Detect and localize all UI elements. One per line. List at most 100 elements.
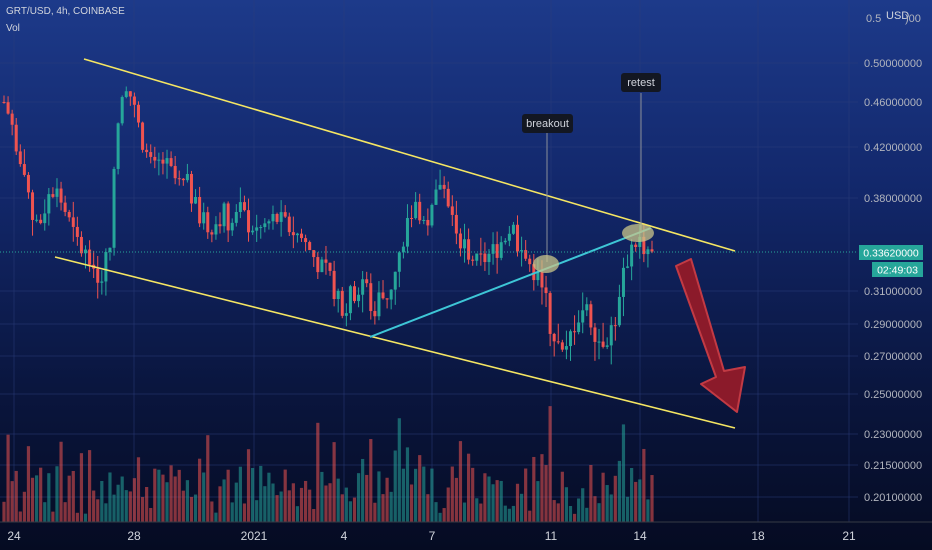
volume-bar <box>564 487 569 522</box>
candle-body <box>491 244 495 254</box>
time-tick-label: 28 <box>127 529 141 543</box>
volume-bar <box>238 466 242 522</box>
price-axis[interactable]: 0.50000000 0.46000000 0.42000000 0.38000000… <box>864 58 922 504</box>
candle-body <box>100 281 104 283</box>
candle-body <box>577 322 581 333</box>
volume-bar <box>385 477 389 522</box>
volume-bar <box>589 464 593 522</box>
volume-bar <box>153 468 157 522</box>
volume-bar <box>242 503 247 522</box>
volume-bar <box>10 481 14 522</box>
candle-body <box>348 286 352 314</box>
volume-bar <box>340 494 344 522</box>
volume-bar <box>75 512 79 522</box>
candle-body <box>540 272 544 288</box>
volume-bar <box>67 475 71 522</box>
candle-body <box>218 224 222 227</box>
candle-body <box>621 267 625 297</box>
candle-body <box>153 156 157 161</box>
candle-body <box>47 194 51 214</box>
price-tick-label: 0.29000000 <box>864 319 922 331</box>
candle-body <box>528 258 532 265</box>
candle-body <box>2 102 6 103</box>
volume-bar <box>438 512 442 522</box>
volume-bar <box>308 489 312 522</box>
candle-body <box>332 270 336 299</box>
bearish-arrow[interactable] <box>675 258 746 413</box>
candle-body <box>369 283 373 312</box>
volume-bar <box>124 490 128 522</box>
channel-upper-line[interactable] <box>83 58 736 252</box>
volume-bar <box>401 468 405 522</box>
candle-body <box>483 253 487 263</box>
breakout-label-bg <box>522 114 573 133</box>
volume-bar <box>601 472 605 522</box>
candle-body <box>365 279 369 284</box>
volume-bar <box>414 468 418 522</box>
volume-bar <box>202 472 206 522</box>
candle-body <box>630 244 634 267</box>
volume-bar <box>263 486 267 522</box>
volume-bar <box>634 481 638 522</box>
volume-bar <box>450 466 454 522</box>
candle-body <box>177 178 181 180</box>
volume-bar <box>609 494 613 522</box>
candle-body <box>568 331 572 347</box>
volume-bar <box>185 480 189 522</box>
volume-bar <box>556 503 560 522</box>
candle-body <box>6 102 10 114</box>
time-tick-label: 21 <box>842 529 856 543</box>
candle-body <box>532 264 536 281</box>
time-axis[interactable]: 24 28 2021 4 7 11 14 18 21 <box>0 521 932 543</box>
volume-bar <box>218 486 222 522</box>
volume-bar <box>377 471 381 522</box>
candle-body <box>22 164 26 175</box>
candle-body <box>479 253 483 255</box>
candle-body <box>128 91 132 97</box>
volume-bar <box>630 468 634 522</box>
volume-bar <box>320 471 324 522</box>
time-tick-label: 24 <box>7 529 21 543</box>
breakout-highlight[interactable] <box>533 255 559 273</box>
volume-bar <box>397 418 401 522</box>
volume-bar <box>393 450 397 522</box>
candle-body <box>617 296 621 326</box>
volume-bar <box>642 448 646 522</box>
candle-body <box>67 211 71 218</box>
candle-body <box>96 268 100 283</box>
volume-bar <box>389 491 393 522</box>
volume-bar <box>625 496 630 522</box>
volume-bar <box>279 491 283 522</box>
candle-body <box>263 223 267 228</box>
candle-body <box>499 242 503 258</box>
volume-bar <box>255 500 259 522</box>
volume-bar <box>47 473 51 522</box>
candle-body <box>210 232 214 235</box>
price-tick-label: 0.42000000 <box>864 142 922 154</box>
breakout-trendline[interactable] <box>369 227 652 338</box>
channel-lower-line[interactable] <box>54 256 736 429</box>
volume-bar <box>511 505 516 522</box>
candle-body <box>320 259 324 273</box>
candle-body <box>312 250 316 258</box>
volume-bar <box>18 511 22 522</box>
candle-body <box>393 271 397 290</box>
candle-body <box>287 216 291 233</box>
volume-bar <box>120 476 124 522</box>
volume-bar <box>2 501 6 522</box>
candle-body <box>181 178 185 181</box>
volume-bar <box>491 484 495 522</box>
candle-body <box>450 206 454 215</box>
candle-body <box>251 230 255 233</box>
volume-bar <box>430 468 434 522</box>
time-tick-label: 18 <box>751 529 765 543</box>
volume-bar <box>165 482 169 522</box>
retest-highlight[interactable] <box>622 224 654 242</box>
candle-body <box>397 252 401 272</box>
current-price-value: 0.33620000 <box>863 248 919 260</box>
candle-body <box>247 210 251 233</box>
volume-bar <box>369 439 373 522</box>
candle-body <box>173 165 177 179</box>
volume-bar <box>181 490 185 522</box>
